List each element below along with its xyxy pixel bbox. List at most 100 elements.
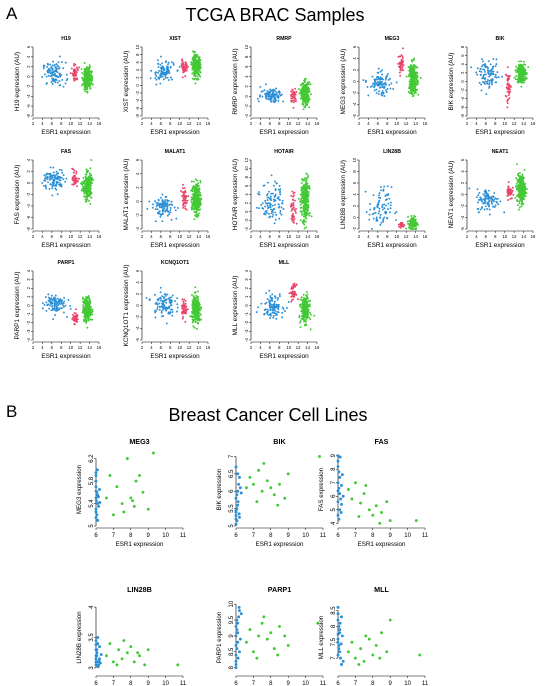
- data-point: [51, 72, 54, 75]
- data-point: [272, 184, 275, 187]
- y-tick-label: -4: [26, 337, 31, 341]
- data-point: [73, 169, 76, 172]
- data-point: [88, 172, 91, 175]
- data-point: [86, 308, 89, 311]
- data-point: [271, 211, 274, 214]
- data-point: [169, 301, 171, 304]
- data-point: [522, 81, 525, 84]
- y-tick-label: 2: [26, 286, 31, 289]
- data-point: [194, 66, 196, 69]
- data-point: [83, 316, 86, 319]
- data-point: [54, 314, 57, 316]
- data-point: [383, 211, 386, 214]
- data-point: [156, 308, 159, 311]
- x-axis-label: ESR1 expression: [150, 353, 200, 360]
- data-point: [272, 91, 274, 94]
- data-point: [184, 205, 187, 208]
- data-point: [389, 87, 392, 90]
- x-tick-label: 10: [68, 345, 73, 350]
- data-point: [304, 79, 307, 81]
- data-point: [45, 172, 48, 175]
- data-point: [477, 207, 480, 210]
- y-tick-label: 0: [460, 80, 465, 83]
- data-point: [57, 175, 59, 178]
- data-point: [510, 189, 512, 191]
- data-point: [412, 94, 415, 97]
- data-point: [517, 60, 520, 63]
- data-point: [161, 73, 164, 76]
- data-point: [513, 76, 516, 79]
- data-point: [379, 216, 382, 219]
- data-point: [44, 296, 47, 298]
- data-point: [181, 69, 184, 72]
- data-point: [279, 188, 282, 191]
- data-point: [160, 213, 163, 216]
- data-point: [483, 190, 486, 193]
- data-point: [55, 170, 58, 173]
- series-mid: [69, 62, 81, 82]
- data-point: [157, 59, 159, 62]
- data-point: [160, 196, 162, 199]
- data-point: [63, 296, 66, 299]
- y-tick-label: 0: [26, 181, 31, 184]
- data-point: [159, 82, 162, 85]
- data-point: [56, 304, 59, 307]
- data-point: [195, 190, 198, 193]
- y-tick-label: -2: [460, 88, 465, 92]
- data-point: [53, 184, 56, 187]
- data-point: [267, 202, 270, 205]
- data-point: [162, 213, 164, 215]
- x-tick-label: 6: [160, 345, 163, 350]
- data-point: [52, 60, 55, 63]
- data-point: [178, 65, 181, 68]
- data-point: [519, 199, 522, 202]
- data-point: [91, 181, 94, 184]
- x-tick-label: 6: [160, 234, 163, 239]
- y-tick-label: 10: [135, 44, 140, 49]
- data-point: [301, 191, 303, 194]
- data-point: [161, 193, 164, 196]
- data-point: [185, 69, 188, 72]
- y-tick-label: 6: [244, 65, 249, 68]
- data-point: [380, 91, 383, 94]
- data-point: [190, 180, 193, 183]
- data-point: [490, 200, 493, 203]
- data-point: [479, 196, 482, 199]
- data-point: [416, 79, 418, 82]
- data-point: [184, 75, 187, 78]
- data-point: [521, 200, 524, 203]
- data-point: [92, 83, 94, 86]
- data-point: [48, 68, 51, 71]
- data-point: [381, 204, 384, 206]
- data-point: [292, 195, 295, 198]
- y-tick-label: -8: [26, 226, 31, 230]
- data-point: [405, 227, 408, 230]
- data-point: [197, 78, 200, 81]
- data-point: [305, 210, 308, 213]
- data-point: [410, 64, 412, 67]
- data-point: [384, 204, 387, 207]
- data-point: [277, 203, 280, 206]
- data-point: [380, 78, 383, 81]
- data-point: [522, 180, 525, 183]
- data-point: [157, 299, 160, 302]
- data-point: [191, 186, 194, 189]
- data-point: [86, 304, 89, 307]
- y-tick-label: 4: [460, 170, 465, 173]
- data-point: [172, 63, 175, 66]
- data-point: [519, 68, 522, 71]
- data-point: [478, 198, 480, 201]
- data-point: [376, 219, 379, 222]
- data-point: [57, 61, 60, 64]
- data-point: [190, 293, 193, 296]
- data-point: [486, 197, 489, 200]
- y-tick-label: 0: [244, 210, 249, 213]
- data-point: [161, 70, 164, 73]
- data-point: [505, 95, 508, 98]
- series-low: [362, 67, 398, 97]
- data-point: [412, 89, 415, 92]
- data-point: [512, 193, 515, 196]
- data-point: [480, 70, 483, 73]
- data-point: [399, 55, 402, 58]
- data-point: [169, 209, 172, 212]
